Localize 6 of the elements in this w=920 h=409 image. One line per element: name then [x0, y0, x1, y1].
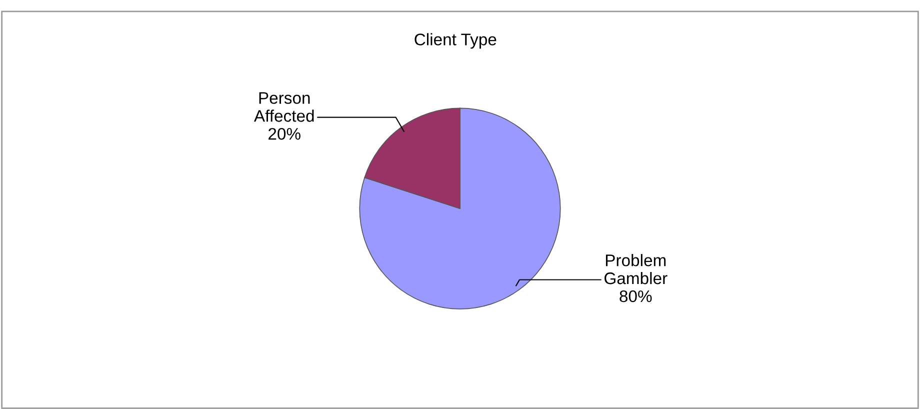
- chart-title: Client Type: [414, 33, 496, 49]
- slice-label: Person Affected: [254, 92, 314, 122]
- pie-slice: [359, 108, 561, 310]
- data-label: 20%: [268, 128, 300, 140]
- data-label: 80%: [620, 290, 652, 302]
- slice-label: Problem Gambler: [604, 254, 668, 284]
